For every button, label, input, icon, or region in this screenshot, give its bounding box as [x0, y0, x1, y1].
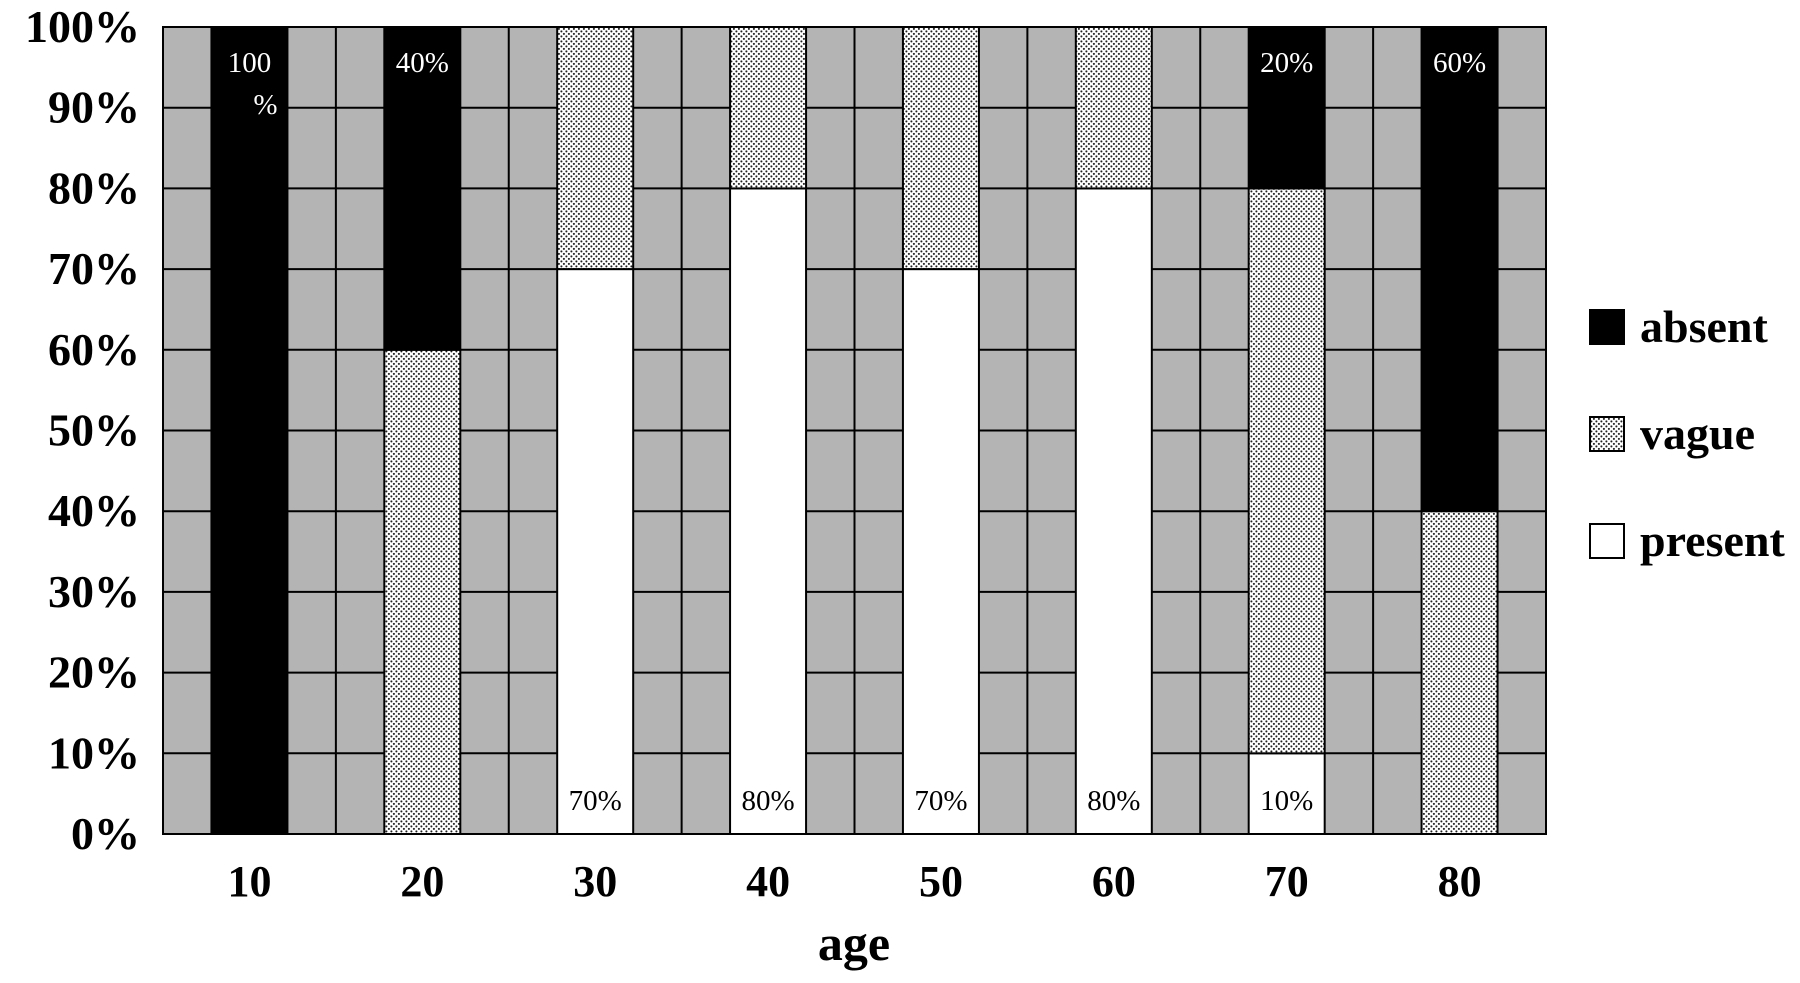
data-label-absent-80: 60% — [1433, 47, 1486, 79]
data-label-present-50: 70% — [914, 785, 967, 817]
legend-swatch-present — [1589, 523, 1625, 559]
bar-absent-10 — [210, 26, 289, 835]
x-tick-label: 40 — [746, 857, 790, 906]
bar-vague-60 — [1074, 26, 1153, 190]
data-label-present-40: 80% — [741, 785, 794, 817]
data-label-present-30: 70% — [569, 785, 622, 817]
data-label-present-60: 80% — [1087, 785, 1140, 817]
x-tick-label: 70 — [1265, 857, 1309, 906]
legend-label-absent: absent — [1640, 301, 1768, 352]
data-label-present-70: 10% — [1260, 785, 1313, 817]
y-tick-label: 20% — [48, 647, 140, 698]
legend: absent vague present — [1589, 301, 1785, 566]
x-axis-label: age — [818, 915, 890, 971]
y-tick-label: 80% — [48, 162, 140, 213]
bars — [210, 26, 1499, 836]
data-label-absent-20: 40% — [396, 47, 449, 79]
y-tick-label: 0% — [71, 808, 140, 859]
bar-vague-20 — [383, 348, 462, 835]
legend-label-present: present — [1640, 515, 1785, 566]
bar-present-50 — [901, 268, 980, 836]
plot-border — [162, 26, 1547, 835]
bar-vague-30 — [556, 26, 635, 271]
x-tick-label: 60 — [1092, 857, 1136, 906]
y-tick-label: 40% — [48, 485, 140, 536]
data-label-absent-10: 100 — [228, 47, 272, 79]
y-tick-label: 70% — [48, 243, 140, 294]
bar-vague-80 — [1420, 510, 1499, 835]
x-tick-label: 10 — [227, 857, 271, 906]
legend-swatch-vague — [1589, 416, 1625, 452]
bar-vague-70 — [1247, 187, 1326, 755]
y-tick-label: 60% — [48, 324, 140, 375]
legend-label-vague: vague — [1640, 408, 1755, 459]
y-tick-label: 30% — [48, 566, 140, 617]
x-axis-ticks: 10 20 30 40 50 60 70 80 — [227, 857, 1481, 906]
x-tick-label: 30 — [573, 857, 617, 906]
bar-absent-80 — [1420, 26, 1499, 513]
y-tick-label: 90% — [48, 82, 140, 133]
data-label-absent-70: 20% — [1260, 47, 1313, 79]
x-tick-label: 20 — [400, 857, 444, 906]
bar-vague-50 — [901, 26, 980, 271]
legend-swatch-absent — [1589, 309, 1625, 345]
y-tick-label: 50% — [48, 405, 140, 456]
data-label-absent-10: % — [253, 89, 277, 121]
bar-absent-70 — [1247, 26, 1326, 190]
bar-vague-40 — [729, 26, 808, 190]
bar-present-40 — [729, 187, 808, 835]
y-tick-label: 100% — [25, 1, 140, 52]
x-tick-label: 80 — [1438, 857, 1482, 906]
x-tick-label: 50 — [919, 857, 963, 906]
data-labels: 100% 40% 70% 80% 70% 80% 10% 20% 60% — [228, 47, 1486, 817]
y-tick-label: 10% — [48, 727, 140, 778]
y-axis-ticks: 0% 10% 20% 30% 40% 50% 60% 70% 80% 90% 100% — [25, 1, 140, 859]
bar-present-30 — [556, 268, 635, 836]
bar-present-60 — [1074, 187, 1153, 835]
